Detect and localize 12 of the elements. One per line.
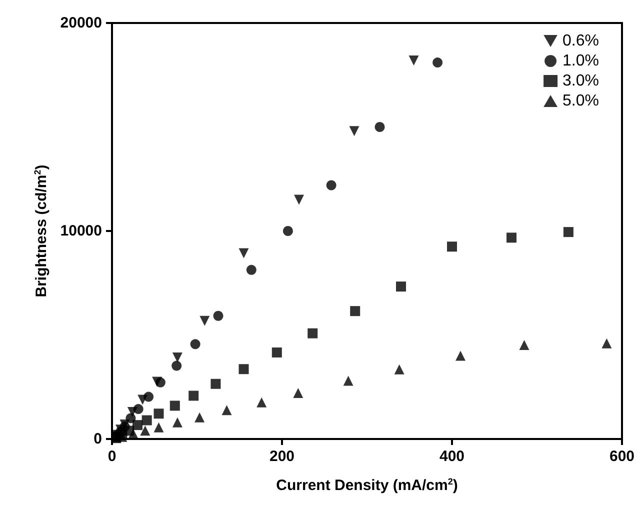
x-tick-label: 400 (439, 448, 465, 465)
y-tick-label: 20000 (60, 14, 102, 32)
y-tick-label: 0 (94, 430, 102, 448)
y-axis-title: Brightness (cd/m2) (32, 164, 50, 298)
legend-label: 0.6% (562, 32, 599, 50)
x-tick-label: 0 (108, 448, 116, 465)
y-tick-label: 10000 (60, 222, 102, 240)
legend-label: 1.0% (562, 52, 599, 70)
x-tick-label: 200 (269, 448, 295, 465)
legend-label: 3.0% (562, 72, 599, 90)
x-tick-label: 600 (609, 448, 635, 465)
legend-label: 5.0% (562, 92, 599, 110)
